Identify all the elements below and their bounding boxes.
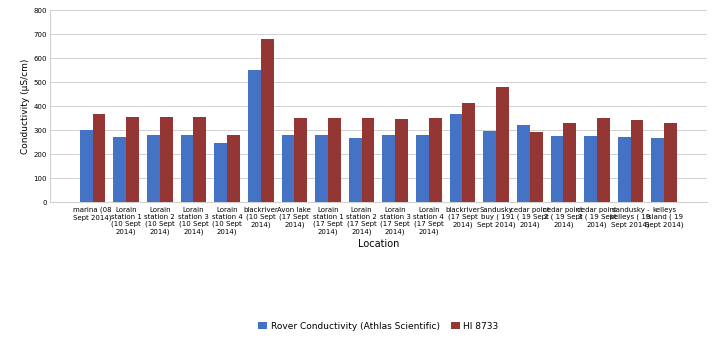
Bar [160,117,173,202]
Bar [361,118,374,202]
Bar [416,134,429,202]
Bar [214,143,227,202]
Bar [248,70,261,202]
Bar [584,136,597,202]
Bar [396,119,408,202]
Bar [651,138,664,202]
Bar [349,138,361,202]
Bar [429,118,442,202]
Bar [261,39,273,202]
Bar [147,135,160,202]
Bar [126,117,139,202]
Bar [450,114,463,202]
Bar [550,136,563,202]
Bar [281,134,294,202]
Bar [193,117,206,202]
Bar [80,131,93,202]
Bar [227,135,240,202]
Bar [517,125,530,202]
X-axis label: Location: Location [358,239,399,249]
Bar [181,135,193,202]
Bar [383,134,396,202]
Bar [618,137,630,202]
Bar [114,137,126,202]
Bar [496,87,509,202]
Bar [93,114,106,202]
Bar [630,120,643,202]
Legend: Rover Conductivity (Athlas Scientific), HI 8733: Rover Conductivity (Athlas Scientific), … [255,318,502,334]
Bar [597,118,610,202]
Bar [664,123,677,202]
Bar [563,122,576,202]
Bar [530,132,543,202]
Bar [328,118,341,202]
Bar [483,131,496,202]
Bar [294,118,307,202]
Bar [315,134,328,202]
Bar [463,103,476,202]
Y-axis label: Conductivity (µS/cm): Conductivity (µS/cm) [21,59,29,154]
